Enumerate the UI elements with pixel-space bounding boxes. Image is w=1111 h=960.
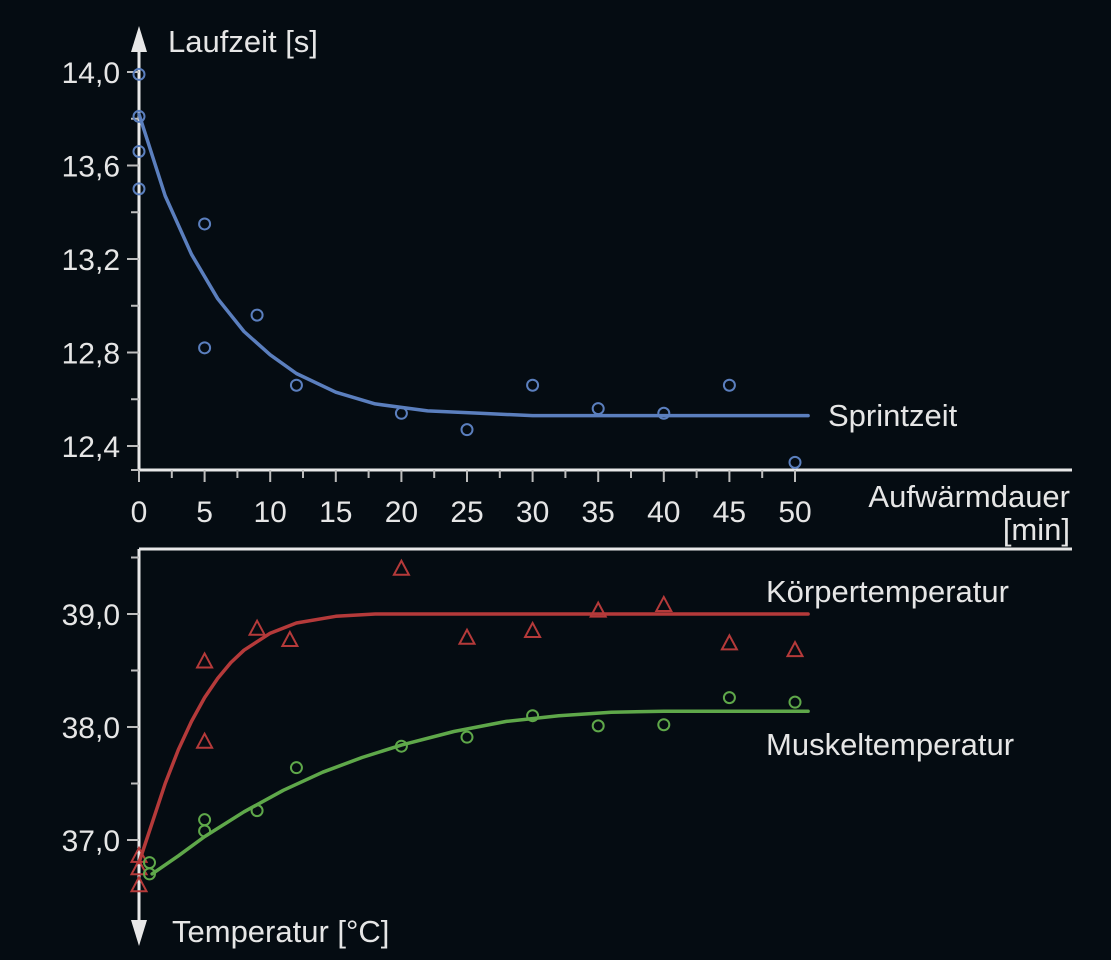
x-tick-label: 20 [385, 496, 418, 529]
x-tick-label: 25 [450, 496, 483, 529]
muskeltemperatur-point [657, 718, 671, 732]
muskeltemperatur-label: Muskeltemperatur [766, 727, 1014, 762]
muskeltemperatur-point [198, 813, 212, 827]
k-rpertemperatur-point [129, 875, 149, 893]
x-tick-label: 5 [196, 496, 213, 529]
top-y-tick-label: 13,2 [62, 244, 120, 277]
sprintzeit-point [250, 308, 264, 322]
bottom-y-axis-label: Temperatur [°C] [172, 914, 389, 949]
x-tick-label: 0 [131, 496, 148, 529]
sprintzeit-point [394, 406, 408, 420]
sprintzeit-point [198, 341, 212, 355]
sprintzeit-point [460, 423, 474, 437]
muskeltemperatur-fit-line [150, 709, 810, 876]
bottom-y-axis-arrow [131, 920, 147, 946]
sprintzeit-point [132, 67, 146, 81]
k-rpertemperatur-point [392, 558, 411, 576]
sprintzeit-point [722, 378, 736, 392]
k-rpertemperatur-point [457, 627, 477, 645]
top-y-axis-label: Laufzeit [s] [168, 24, 318, 59]
temperature-panel: Temperatur [°C] 37,0 38,0 39,0 Körpertempe… [62, 547, 1072, 949]
top-y-axis-arrow [131, 26, 147, 52]
sprintzeit-point [289, 378, 303, 392]
k-rpertemperatur-point [720, 633, 739, 651]
muskeltemperatur-point [142, 867, 156, 881]
top-y-tick-label: 13,6 [62, 151, 120, 184]
k-rpertemperatur-point [129, 858, 149, 876]
muskeltemperatur-point [788, 695, 802, 709]
muskeltemperatur-point [250, 804, 264, 818]
x-tick-label: 15 [319, 496, 352, 529]
muskeltemperatur-point [526, 709, 540, 723]
top-x-axis-label: Aufwärmdauer [868, 479, 1070, 514]
muskeltemperatur-point [198, 824, 212, 838]
sprintzeit-point [526, 378, 540, 392]
top-x-axis-unit: [min] [1003, 512, 1070, 547]
k-rpertemperatur-point [247, 618, 267, 636]
k-rpertemperatur-point [785, 640, 805, 658]
muskeltemperatur-point [394, 739, 408, 753]
muskeltemperatur-point [289, 761, 303, 775]
k-rpertemperatur-point [195, 651, 214, 669]
sprintzeit-point [132, 182, 146, 196]
sprintzeit-point [657, 406, 671, 420]
k-rpertemperatur-point [523, 620, 542, 638]
bottom-y-tick-label: 39,0 [62, 599, 120, 632]
sprintzeit-point [788, 455, 802, 469]
k-rpertemperatur-point [195, 731, 214, 749]
x-tick-label: 30 [516, 496, 549, 529]
sprintzeit-point [198, 217, 212, 231]
bottom-y-tick-label: 37,0 [62, 825, 120, 858]
k-rpertemperatur-point [280, 629, 300, 647]
muskeltemperatur-point [591, 719, 605, 733]
muskeltemperatur-point [722, 691, 736, 705]
sprint-time-panel: Laufzeit [s] Aufwärmdauer [min] 12,4 12,8… [62, 24, 1072, 547]
k-rpertemperatur-label: Körpertemperatur [766, 574, 1009, 609]
k-rpertemperatur-fit-line [137, 612, 810, 865]
k-rpertemperatur-point [654, 594, 673, 612]
bottom-y-tick-label: 38,0 [62, 712, 120, 745]
x-tick-label: 50 [778, 496, 811, 529]
sprintzeit-label: Sprintzeit [828, 398, 958, 433]
sprintzeit-point [132, 109, 146, 123]
x-tick-label: 35 [582, 496, 615, 529]
sprintzeit-point [591, 402, 605, 416]
x-tick-label: 40 [647, 496, 680, 529]
top-y-tick-label: 12,4 [62, 431, 120, 464]
x-tick-label: 45 [713, 496, 746, 529]
x-tick-label: 10 [254, 496, 287, 529]
top-y-tick-label: 14,0 [62, 57, 120, 90]
sprintzeit-point [132, 144, 146, 158]
sprintzeit-fit-line [137, 112, 810, 418]
muskeltemperatur-point [460, 730, 474, 744]
top-y-tick-label: 12,8 [62, 338, 120, 371]
k-rpertemperatur-point [589, 600, 608, 618]
